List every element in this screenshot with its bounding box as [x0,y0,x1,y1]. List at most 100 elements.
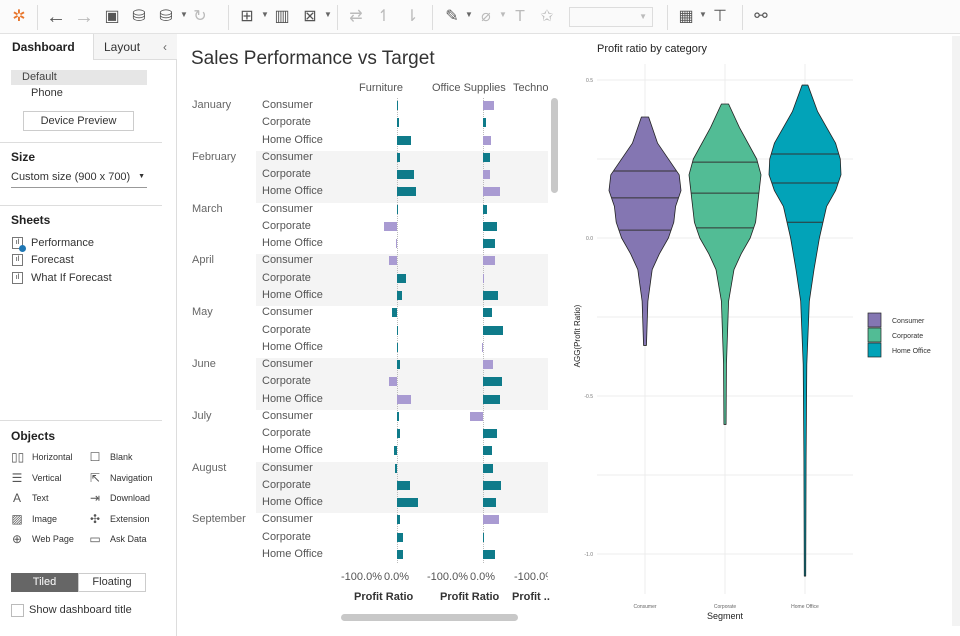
bar-office_supplies[interactable] [483,273,485,283]
bar-furniture[interactable] [397,360,400,370]
device-default[interactable]: Default [22,71,57,83]
sheet-what-if-forecast[interactable]: ıl What If Forecast [12,272,112,284]
sheet-forecast[interactable]: ıl Forecast [12,254,74,266]
bar-furniture[interactable] [397,480,410,490]
bar-office_supplies[interactable] [483,325,503,335]
bar-furniture[interactable] [397,325,398,335]
bar-office_supplies[interactable] [483,532,485,542]
swap-icon[interactable]: ⇄ [349,8,363,25]
object-text[interactable]: A Text [12,491,49,505]
size-dropdown[interactable]: Custom size (900 x 700) ▼ [11,171,147,188]
tiled-button[interactable]: Tiled [11,573,78,592]
bar-furniture[interactable] [388,377,397,387]
object-download[interactable]: ⇥ Download [89,491,151,505]
sort-descending-icon[interactable]: ⇂ [405,8,419,25]
bar-office_supplies[interactable] [483,290,499,300]
bar-office_supplies[interactable] [483,515,499,525]
bar-office_supplies[interactable] [483,360,494,370]
bar-office_supplies[interactable] [483,308,492,318]
bar-office_supplies[interactable] [483,118,486,128]
bar-furniture[interactable] [397,204,398,214]
new-worksheet-icon[interactable]: ⊞ [240,8,254,25]
violin-home-office[interactable] [768,84,842,577]
highlight-icon[interactable]: ✎ [445,8,459,25]
tab-layout[interactable]: Layout [104,40,141,54]
new-datasource-icon[interactable]: ⛁ [132,8,146,25]
object-image[interactable]: ▨ Image [11,511,58,526]
device-preview-button[interactable]: Device Preview [23,111,134,131]
object-web-page[interactable]: ⊕ Web Page [11,532,74,546]
horizontal-scrollbar[interactable] [341,614,518,621]
show-title-checkbox[interactable] [11,604,24,617]
object-blank[interactable]: ☐ Blank [89,450,133,464]
bar-office_supplies[interactable] [483,170,490,180]
bar-furniture[interactable] [383,221,397,231]
refresh-icon[interactable]: ↻ [193,8,207,25]
bar-office_supplies[interactable] [483,135,491,145]
fit-dropdown[interactable]: ▼ [569,7,653,27]
bar-furniture[interactable] [397,515,401,525]
bar-furniture[interactable] [397,187,416,197]
bar-office_supplies[interactable] [483,498,497,508]
bar-office_supplies[interactable] [483,187,501,197]
violin-consumer[interactable] [608,116,682,346]
bar-furniture[interactable] [397,101,398,110]
bar-office_supplies[interactable] [483,221,497,231]
bar-furniture[interactable] [397,135,412,145]
bar-furniture[interactable] [388,256,397,266]
object-vertical[interactable]: ☰ Vertical [11,470,62,485]
bar-office_supplies[interactable] [483,550,496,560]
sheet-performance[interactable]: ıl Performance [12,237,94,252]
object-extension[interactable]: ✣ Extension [89,511,150,526]
redo-icon[interactable]: → [74,6,94,28]
sort-ascending-icon[interactable]: ↿ [377,8,391,25]
object-horizontal[interactable]: ▯▯ Horizontal [11,450,73,464]
bar-office_supplies[interactable] [483,480,502,490]
bar-furniture[interactable] [397,342,398,352]
violin-corporate[interactable] [688,103,762,425]
pin-icon[interactable]: ✩ [540,8,554,25]
label-icon[interactable]: T [515,8,525,25]
bar-office_supplies[interactable] [470,411,483,421]
bar-office_supplies[interactable] [483,394,500,404]
clear-sheet-icon[interactable]: ⊠ [303,8,317,25]
bar-office_supplies[interactable] [483,204,487,214]
save-icon[interactable]: ▣ [104,8,120,25]
bar-office_supplies[interactable] [483,256,496,266]
bar-furniture[interactable] [397,498,419,508]
bar-furniture[interactable] [394,446,397,456]
bar-office_supplies[interactable] [483,239,496,249]
vertical-scrollbar[interactable] [551,98,558,193]
bar-furniture[interactable] [397,550,404,560]
bar-furniture[interactable] [397,532,404,542]
bar-furniture[interactable] [391,308,397,318]
bar-furniture[interactable] [397,118,399,128]
bar-furniture[interactable] [397,394,412,404]
bar-office_supplies[interactable] [483,446,492,456]
bar-office_supplies[interactable] [481,342,483,352]
duplicate-sheet-icon[interactable]: ▥ [274,8,290,25]
bar-furniture[interactable] [397,411,399,421]
bar-office_supplies[interactable] [483,463,494,473]
bar-furniture[interactable] [394,463,397,473]
floating-button[interactable]: Floating [78,573,146,592]
bar-office_supplies[interactable] [483,152,490,162]
bar-office_supplies[interactable] [483,377,503,387]
bar-furniture[interactable] [397,290,403,300]
pause-updates-icon[interactable]: ⛁ [159,8,173,25]
bar-furniture[interactable] [396,239,397,249]
bar-office_supplies[interactable] [483,101,494,110]
undo-icon[interactable]: ← [46,6,66,28]
share-icon[interactable]: ⚯ [754,8,768,25]
group-icon[interactable]: ⌀ [481,8,491,25]
presentation-icon[interactable]: ⊤ [713,8,727,25]
object-ask-data[interactable]: ▭ Ask Data [89,532,147,546]
collapse-icon[interactable]: ‹ [163,40,167,54]
bar-office_supplies[interactable] [483,429,497,439]
bar-furniture[interactable] [397,170,415,180]
bar-furniture[interactable] [397,273,407,283]
show-me-icon[interactable]: ▦ [678,8,694,25]
device-phone[interactable]: Phone [31,87,63,99]
tab-dashboard[interactable]: Dashboard [12,40,75,54]
object-navigation[interactable]: ⇱ Navigation [89,470,153,485]
